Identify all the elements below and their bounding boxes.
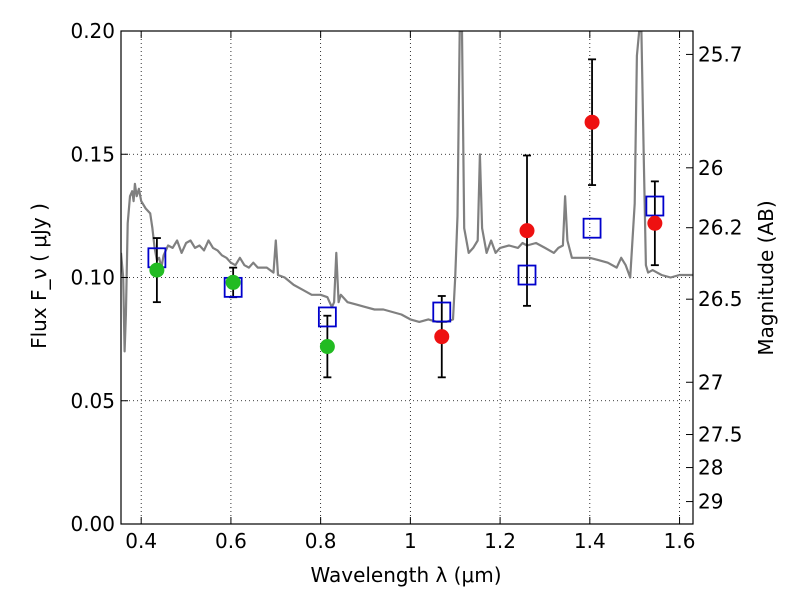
x-tick-label: 1.2 [484,529,516,553]
right-tick-label: 25.7 [698,42,743,66]
spectrum-line [121,31,693,353]
x-tick-label: 1.4 [574,529,606,553]
grid-lines [121,30,693,525]
model-square-marker [645,195,665,217]
plot-frame [120,30,694,525]
model-square-marker [317,306,337,328]
photometry-point [319,339,335,355]
y-tick-label: 0.05 [70,389,115,413]
right-tick-label: 27.5 [698,423,743,447]
photometry-point [647,215,663,231]
x-tick-label: 0.4 [125,529,157,553]
right-tick-label: 27 [698,370,723,394]
y-tick-label: 0.10 [70,266,115,290]
axis-ticks [121,30,693,525]
y-tick-label: 0.15 [70,142,115,166]
photometry-point [584,114,600,130]
model-square-marker [582,217,602,239]
photometry-point [149,262,165,278]
x-axis-label: Wavelength λ (μm) [310,563,501,587]
photometry-point [519,223,535,239]
right-tick-label: 26.2 [698,216,743,240]
right-tick-label: 29 [698,490,723,514]
right-tick-label: 28 [698,456,723,480]
y-tick-label: 0.00 [70,512,115,536]
x-tick-label: 0.6 [215,529,247,553]
photometry-point [434,329,450,345]
photometry-point [225,274,241,290]
y-axis-right-label: Magnitude (AB) [754,200,778,355]
y-tick-label: 0.20 [70,19,115,43]
x-tick-label: 1.6 [664,529,696,553]
right-tick-label: 26.5 [698,287,743,311]
x-tick-label: 0.8 [305,529,337,553]
x-tick-label: 1 [404,529,417,553]
photometry-markers [147,114,665,355]
model-square-marker [517,264,537,286]
tick-labels: 0.4 0.6 0.8 1 1.2 1.4 1.6 0.00 0.05 0.10 0.15 0.20 2… [70,19,742,553]
model-square-marker [432,301,452,323]
spectrum-series [121,31,693,353]
right-tick-label: 26 [698,156,723,180]
y-axis-label: Flux F_ν ( μJy ) [27,203,51,349]
